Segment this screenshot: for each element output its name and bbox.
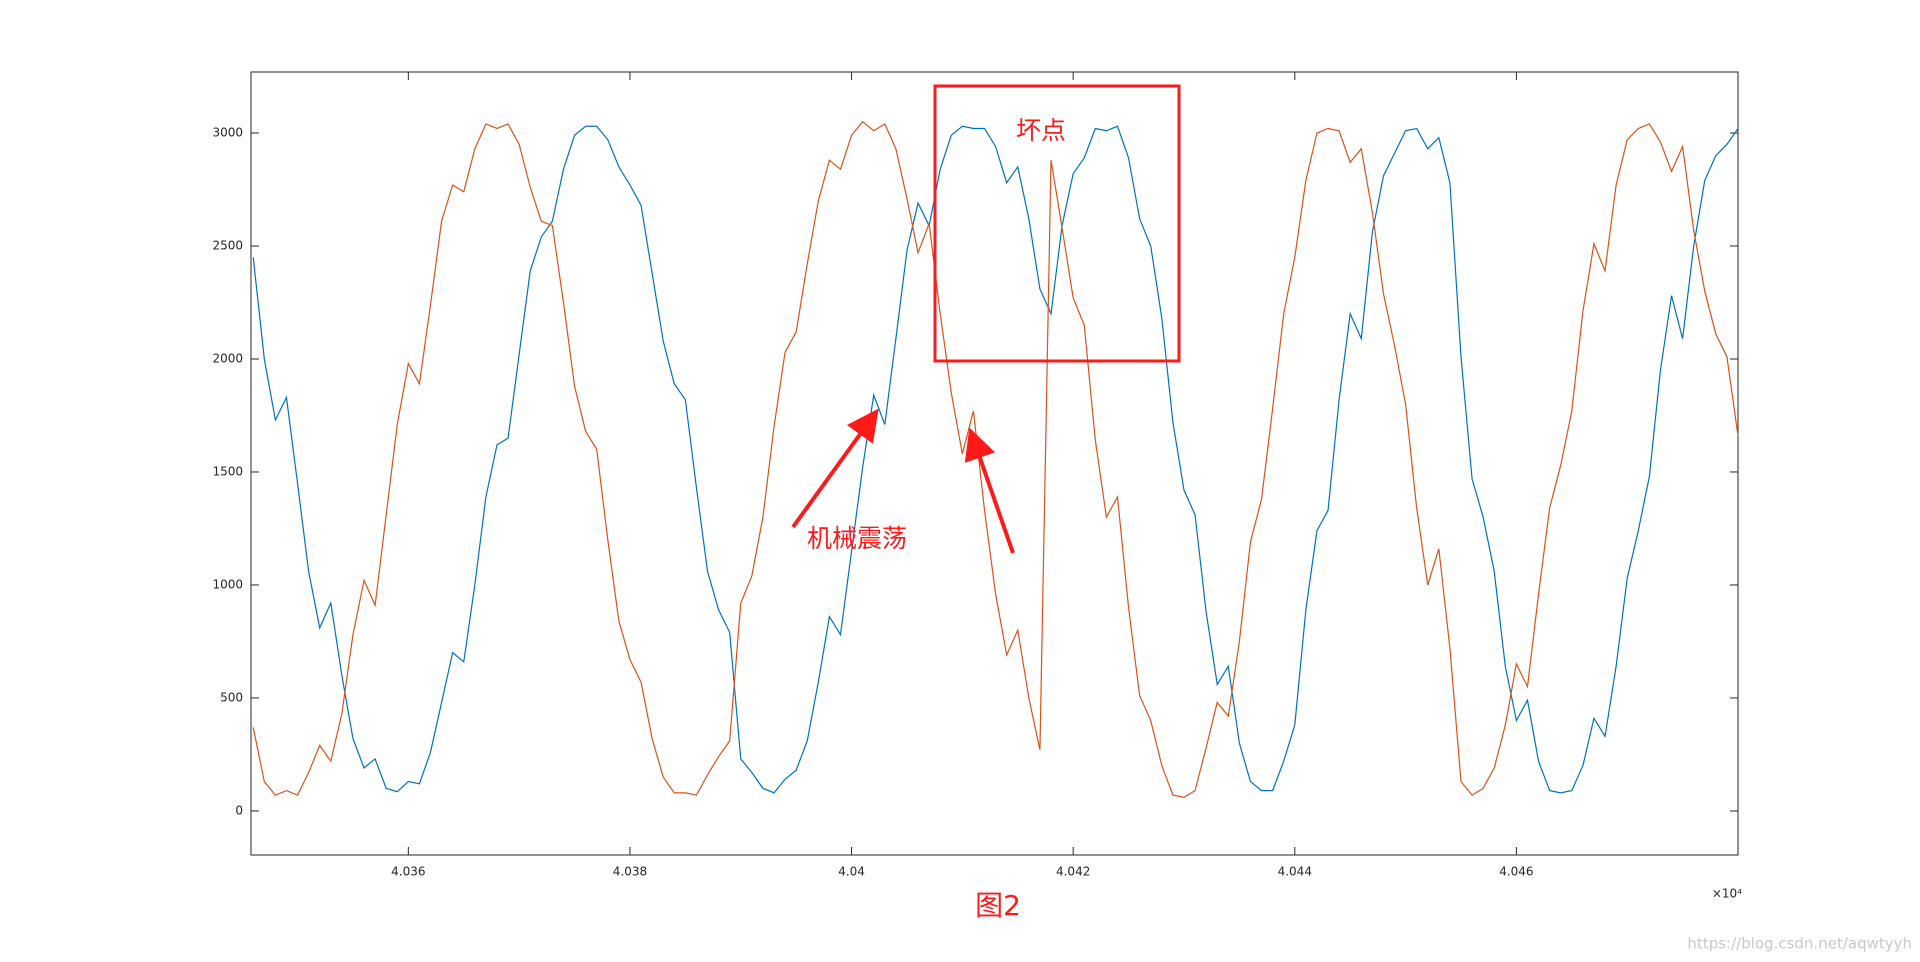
plot-layer: 0 500 1000 1500 2000 2500 3000 4.036 4.038 4.04 4.…	[212, 72, 1739, 879]
annotation: 坏点	[1016, 116, 1066, 145]
y-tick-label: 1000	[212, 577, 243, 591]
x-tick-label: 4.036	[391, 865, 425, 879]
x-tick-label: 4.044	[1278, 865, 1312, 879]
arrow	[791, 408, 879, 529]
annotation: 机械震荡	[807, 524, 907, 553]
y-tick-label: 1500	[212, 464, 243, 478]
y-tick-label: 2500	[212, 239, 243, 253]
watermark: https://blog.csdn.net/aqwtyyh	[1687, 935, 1912, 953]
arrow	[964, 427, 1015, 554]
plot-area	[250, 71, 1739, 856]
y-tick-label: 500	[220, 690, 243, 704]
series-line	[252, 120, 1739, 799]
x-tick-label: 4.042	[1056, 865, 1090, 879]
y-tick-label: 2000	[212, 351, 243, 365]
y-tick-label: 0	[235, 803, 243, 817]
x-tick-label: 4.038	[613, 865, 647, 879]
series-line	[252, 125, 1739, 794]
x-tick-label: 4.046	[1499, 865, 1533, 879]
caption: 图2	[975, 889, 1021, 922]
x-tick-label: 4.04	[838, 865, 865, 879]
y-tick-label: 3000	[212, 126, 243, 140]
highlight-box	[933, 84, 1181, 363]
x-multiplier: ×10⁴	[1712, 887, 1742, 901]
